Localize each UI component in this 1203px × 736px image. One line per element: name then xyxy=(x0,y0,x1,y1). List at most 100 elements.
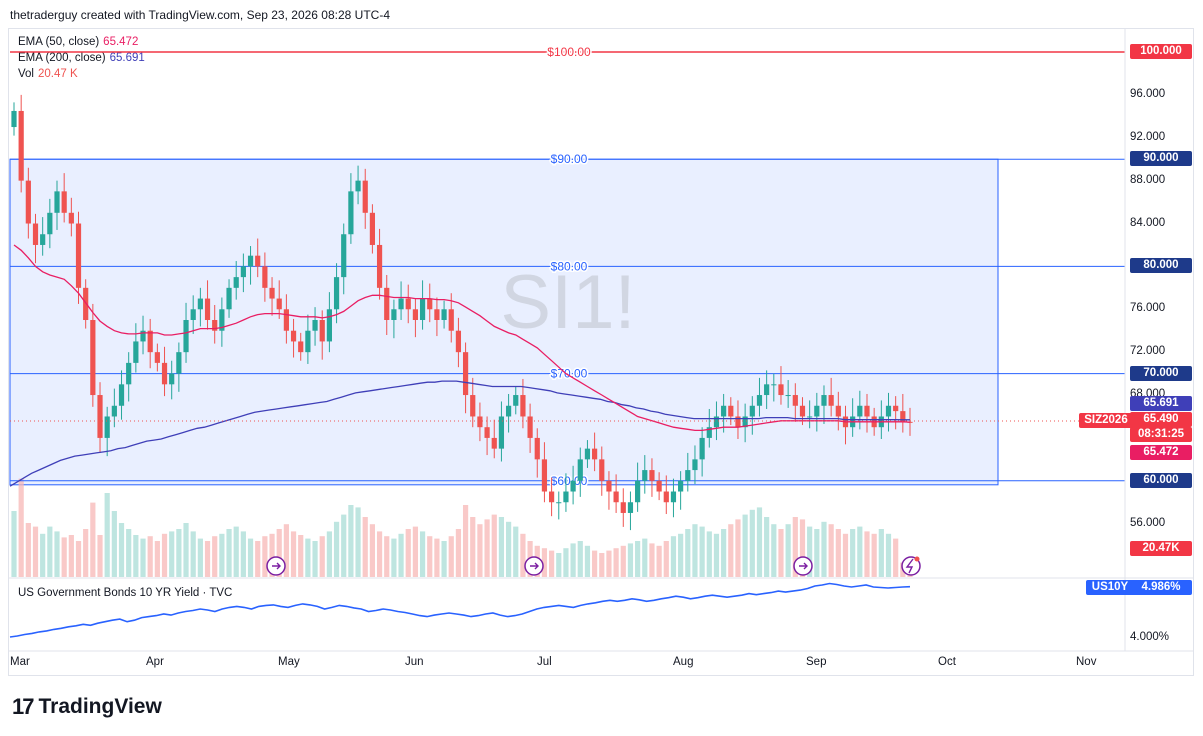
volume-bar xyxy=(154,541,160,577)
candle-body xyxy=(90,320,96,396)
candle-body xyxy=(140,330,146,342)
candle-body xyxy=(520,395,526,417)
volume-bar xyxy=(18,478,24,577)
volume-bar xyxy=(470,517,476,577)
candle-body xyxy=(298,341,304,353)
candle-body xyxy=(333,277,340,310)
candle-body xyxy=(326,309,332,342)
candle-body xyxy=(362,180,368,213)
hline-label-90: $90.00 xyxy=(551,152,588,166)
volume-bar xyxy=(620,545,626,577)
volume-bar xyxy=(204,541,211,577)
candle-body xyxy=(642,470,648,481)
legend-ema200[interactable]: EMA (200, close) 65.691 xyxy=(18,52,145,64)
candle-body xyxy=(462,352,469,396)
volume-bar xyxy=(176,529,182,577)
candle-body xyxy=(111,405,117,417)
price-tag-60: 60.000 xyxy=(1130,472,1192,488)
volume-bar xyxy=(405,529,411,577)
volume-bar xyxy=(857,526,863,577)
candle-body xyxy=(728,405,734,417)
time-tick: Aug xyxy=(673,656,694,668)
candle-body xyxy=(713,416,720,428)
volume-bar xyxy=(541,548,548,577)
volume-bar xyxy=(333,521,340,577)
candle-body xyxy=(735,416,741,428)
lightning-icon xyxy=(905,558,914,574)
candle-body xyxy=(283,309,289,331)
volume-bar xyxy=(183,523,189,577)
candle-body xyxy=(183,320,189,353)
candle-body xyxy=(147,330,153,353)
candle-body xyxy=(204,298,211,320)
arrow-right-icon xyxy=(272,562,281,570)
us10y-line xyxy=(9,582,911,638)
volume-bar xyxy=(642,538,648,577)
subchart-tick: 4.000% xyxy=(1130,631,1170,643)
volume-bar xyxy=(262,536,268,577)
candle-body xyxy=(219,309,225,331)
volume-bar xyxy=(240,531,246,577)
hline-label-70: $70.00 xyxy=(551,367,588,381)
volume-bar xyxy=(348,505,354,577)
volume-bar xyxy=(362,517,368,577)
candle-body xyxy=(470,395,476,417)
last-price-tag: 65.490 xyxy=(1130,412,1192,427)
time-tick: Jun xyxy=(405,656,424,668)
legend-vol-label: Vol xyxy=(18,68,34,80)
candle-body xyxy=(126,362,132,385)
candle-body xyxy=(376,244,383,288)
price-tag-70: 70.000 xyxy=(1130,365,1192,381)
candle-body xyxy=(441,309,447,320)
candle-body xyxy=(498,416,505,449)
volume-bar xyxy=(427,536,433,577)
volume-bar xyxy=(699,526,705,577)
candle-body xyxy=(40,234,46,245)
legend-vol[interactable]: Vol 20.47 K xyxy=(18,68,78,80)
ema200-tag: 65.691 xyxy=(1130,396,1192,411)
candle-body xyxy=(169,373,175,385)
volume-bar xyxy=(247,538,254,577)
volume-bar xyxy=(584,545,591,577)
candle-body xyxy=(11,110,17,128)
volume-bar xyxy=(147,536,153,577)
candle-body xyxy=(792,395,798,406)
volume-bar xyxy=(756,507,763,577)
us10y-symbol-tag: US10Y xyxy=(1086,580,1134,595)
candle-body xyxy=(233,277,239,288)
candle-body xyxy=(656,480,662,492)
volume-bar xyxy=(656,545,662,577)
legend-ema50[interactable]: EMA (50, close) 65.472 xyxy=(18,36,138,48)
volume-bar xyxy=(713,533,720,577)
volume-bar xyxy=(850,529,856,577)
arrow-right-icon xyxy=(799,562,808,570)
legend-ema200-value: 65.691 xyxy=(109,52,145,64)
candle-body xyxy=(893,405,899,412)
volume-bar xyxy=(111,511,117,577)
candle-body xyxy=(828,395,834,406)
legend-ema50-label: EMA (50, close) xyxy=(18,36,100,48)
volume-bar xyxy=(197,538,203,577)
candle-body xyxy=(262,266,268,288)
volume-bar xyxy=(549,550,555,577)
volume-bar xyxy=(126,529,132,577)
candle-body xyxy=(240,266,246,278)
volume-bar xyxy=(97,535,103,577)
legend-ema50-value: 65.472 xyxy=(103,36,139,48)
volume-bar xyxy=(835,529,841,577)
candle-body xyxy=(247,255,254,267)
volume-bar xyxy=(505,521,512,577)
volume-bar xyxy=(670,536,677,577)
price-tag-80: 80.000 xyxy=(1130,258,1192,274)
brand[interactable]: 17 TradingView xyxy=(12,694,162,720)
candle-body xyxy=(527,416,533,438)
volume-bar xyxy=(477,524,483,577)
price-tag-90: 90.000 xyxy=(1130,151,1192,167)
volume-bar xyxy=(864,531,870,577)
candle-body xyxy=(620,502,626,513)
candle-body xyxy=(18,110,24,181)
volume-bar xyxy=(785,524,791,577)
legend-vol-value: 20.47 K xyxy=(38,68,78,80)
upcoming-event-icon xyxy=(901,556,921,576)
